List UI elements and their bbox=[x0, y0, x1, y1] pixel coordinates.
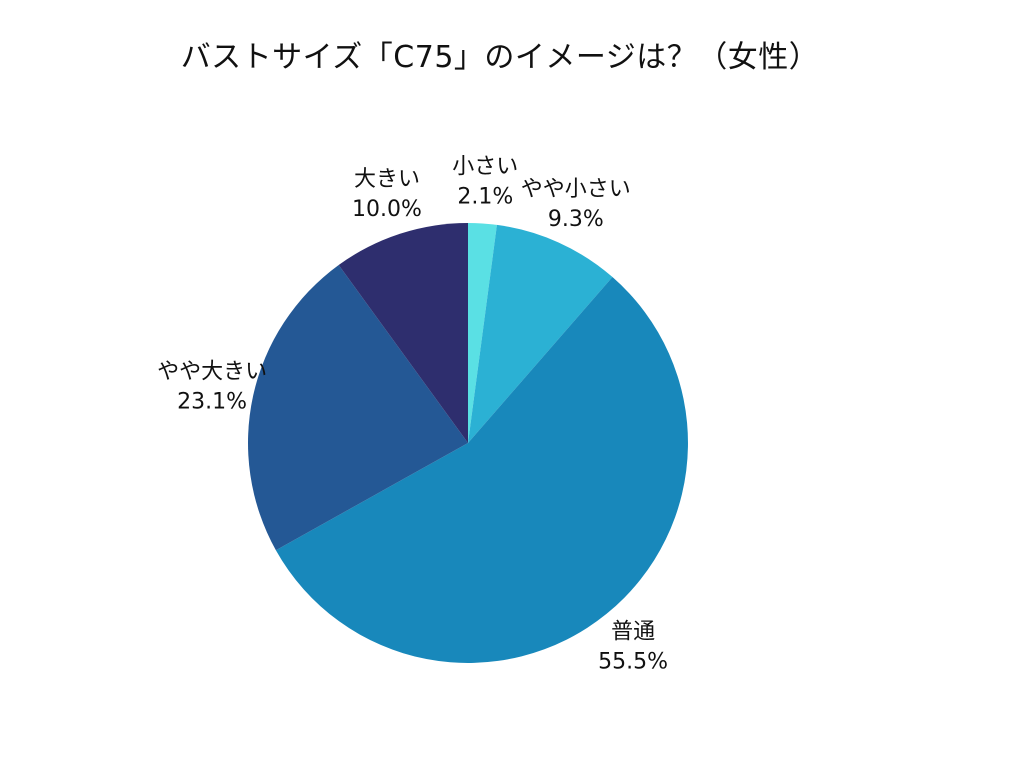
slice-value-label-3: 55.5% bbox=[598, 649, 668, 674]
slice-value-label-1: 2.1% bbox=[457, 185, 513, 210]
slice-label-4: やや大きい bbox=[157, 360, 267, 385]
pie-slice-3 bbox=[275, 277, 688, 663]
pie-labels: 小さい 2.1% やや小さい 9.3% 普通 55.5% やや大きい 23.1% 大きい 10.0… bbox=[157, 155, 668, 675]
pie-slice-4 bbox=[247, 265, 468, 551]
slice-value-label-4: 23.1% bbox=[177, 390, 247, 415]
pie-slice-2 bbox=[468, 224, 613, 443]
pie-slices bbox=[247, 223, 688, 663]
chart-title: バストサイズ「C75」のイメージは？（女性） bbox=[180, 40, 820, 75]
slice-label-5: 大きい bbox=[354, 167, 420, 192]
slice-label-3: 普通 bbox=[611, 619, 655, 644]
slice-value-label-2: 9.3% bbox=[548, 207, 604, 232]
pie-slice-1 bbox=[468, 223, 497, 443]
slice-label-2: やや小さい bbox=[521, 177, 631, 202]
slice-value-label-5: 10.0% bbox=[352, 197, 422, 222]
pie-slice-5 bbox=[338, 223, 468, 443]
slice-label-1: 小さい bbox=[452, 155, 518, 180]
